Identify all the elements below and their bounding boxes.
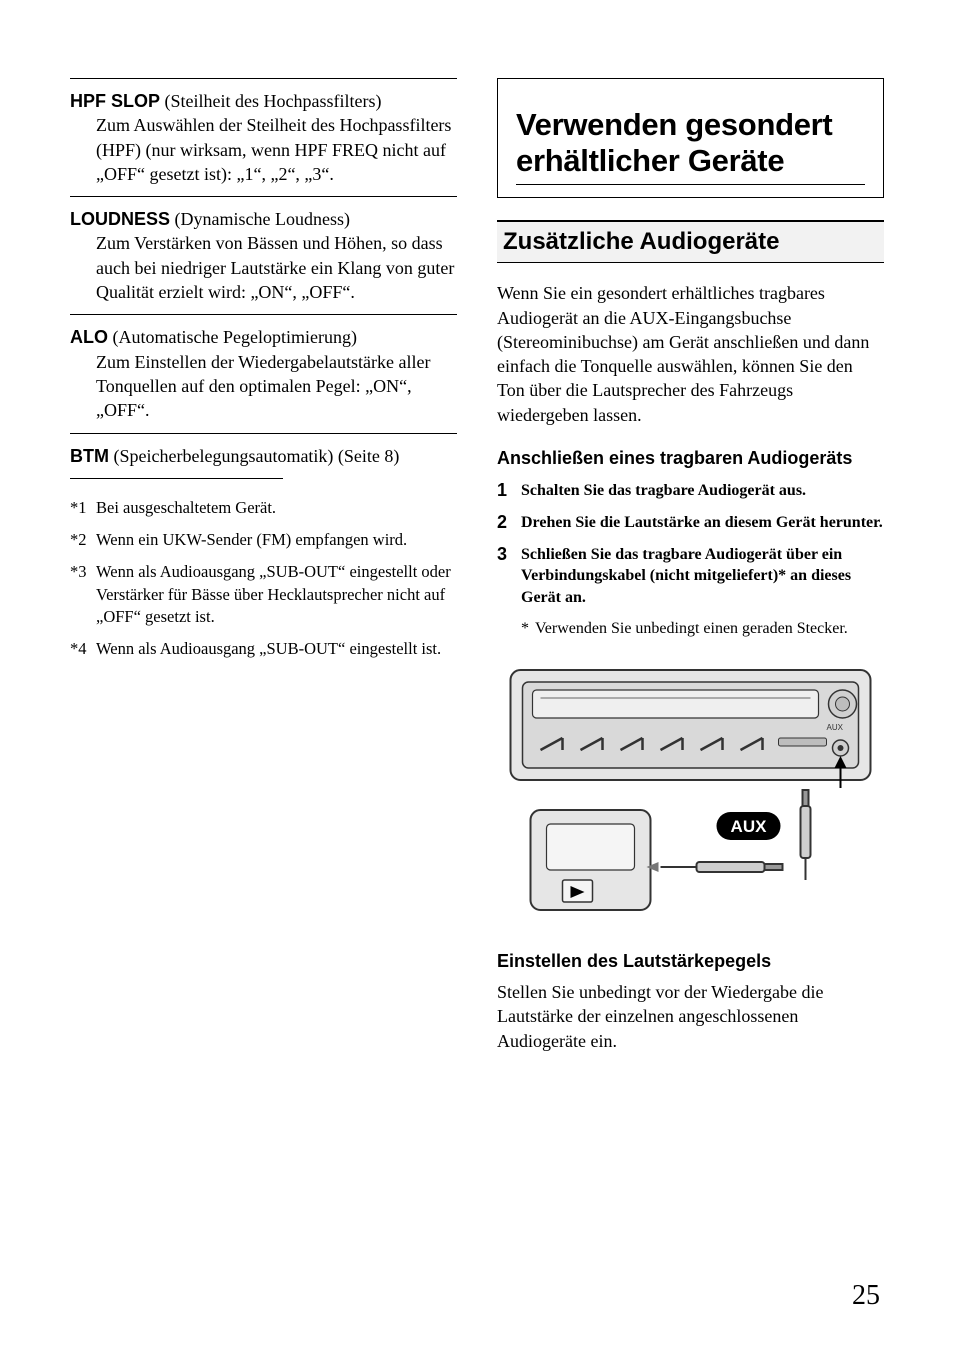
step-footnote-text: Verwenden Sie unbedingt einen geraden St… xyxy=(535,618,848,640)
entry-subtitle: (Dynamische Loudness) xyxy=(170,209,350,229)
footnote-mark: *2 xyxy=(70,529,96,551)
definition-entry: BTM (Speicherbelegungsautomatik) (Seite … xyxy=(70,433,457,478)
chapter-heading: Verwenden gesondert erhältlicher Geräte xyxy=(516,107,865,185)
entry-body: Zum Auswählen der Steilheit des Hochpass… xyxy=(70,113,457,186)
page-number: 25 xyxy=(852,1280,880,1312)
footnote-text: Wenn als Audioausgang „SUB-OUT“ eingeste… xyxy=(96,561,457,628)
entry-title: ALO xyxy=(70,327,108,347)
chapter-heading-box: Verwenden gesondert erhältlicher Geräte xyxy=(497,78,884,198)
step-text: Schalten Sie das tragbare Audiogerät aus… xyxy=(521,480,884,502)
footnote: *3 Wenn als Audioausgang „SUB-OUT“ einge… xyxy=(70,561,457,628)
footnote-text: Bei ausgeschaltetem Gerät. xyxy=(96,497,457,519)
paragraph: Stellen Sie unbedingt vor der Wiedergabe… xyxy=(497,980,884,1053)
left-column: HPF SLOP (Steilheit des Hochpassfilters)… xyxy=(70,78,457,1073)
footnote-mark: *3 xyxy=(70,561,96,628)
footnote-mark: *4 xyxy=(70,638,96,660)
svg-text:AUX: AUX xyxy=(731,817,768,836)
intro-paragraph: Wenn Sie ein gesondert erhältliches trag… xyxy=(497,281,884,427)
step-text: Schließen Sie das tragbare Audiogerät üb… xyxy=(521,544,884,609)
definition-entry: LOUDNESS (Dynamische Loudness) Zum Verst… xyxy=(70,196,457,314)
footnotes: *1 Bei ausgeschaltetem Gerät. *2 Wenn ei… xyxy=(70,497,457,661)
step: Schließen Sie das tragbare Audiogerät üb… xyxy=(497,544,884,609)
svg-text:AUX: AUX xyxy=(827,723,844,732)
section-heading: Zusätzliche Audiogeräte xyxy=(497,220,884,263)
step-footnote-mark: * xyxy=(521,618,535,640)
step-list: Schalten Sie das tragbare Audiogerät aus… xyxy=(497,480,884,608)
two-column-layout: HPF SLOP (Steilheit des Hochpassfilters)… xyxy=(70,78,884,1073)
step-text: Drehen Sie die Lautstärke an diesem Gerä… xyxy=(521,512,884,534)
divider xyxy=(70,478,283,479)
step-footnote: * Verwenden Sie unbedingt einen geraden … xyxy=(521,618,884,640)
footnote-mark: *1 xyxy=(70,497,96,519)
footnote-text: Wenn als Audioausgang „SUB-OUT“ eingeste… xyxy=(96,638,457,660)
right-column: Verwenden gesondert erhältlicher Geräte … xyxy=(497,78,884,1073)
subsection-heading: Einstellen des Lautstärkepegels xyxy=(497,951,884,972)
entry-title: BTM xyxy=(70,446,109,466)
footnote: *1 Bei ausgeschaltetem Gerät. xyxy=(70,497,457,519)
definition-entry: ALO (Automatische Pegeloptimierung) Zum … xyxy=(70,314,457,432)
entry-subtitle: (Automatische Pegeloptimierung) xyxy=(108,327,357,347)
entry-subtitle: (Steilheit des Hochpassfilters) xyxy=(160,91,381,111)
entry-title: HPF SLOP xyxy=(70,91,160,111)
footnote: *2 Wenn ein UKW-Sender (FM) empfangen wi… xyxy=(70,529,457,551)
entry-subtitle: (Speicherbelegungsautomatik) (Seite 8) xyxy=(109,446,399,466)
subsection-heading: Anschließen eines tragbaren Audiogeräts xyxy=(497,447,884,470)
step: Schalten Sie das tragbare Audiogerät aus… xyxy=(497,480,884,502)
entry-title: LOUDNESS xyxy=(70,209,170,229)
footnote-text: Wenn ein UKW-Sender (FM) empfangen wird. xyxy=(96,529,457,551)
footnote: *4 Wenn als Audioausgang „SUB-OUT“ einge… xyxy=(70,638,457,660)
aux-connection-illustration: AUX AUX xyxy=(497,660,884,920)
entry-body: Zum Einstellen der Wiedergabelautstärke … xyxy=(70,350,457,423)
step: Drehen Sie die Lautstärke an diesem Gerä… xyxy=(497,512,884,534)
definition-entry: HPF SLOP (Steilheit des Hochpassfilters)… xyxy=(70,78,457,196)
entry-body: Zum Verstärken von Bässen und Höhen, so … xyxy=(70,231,457,304)
